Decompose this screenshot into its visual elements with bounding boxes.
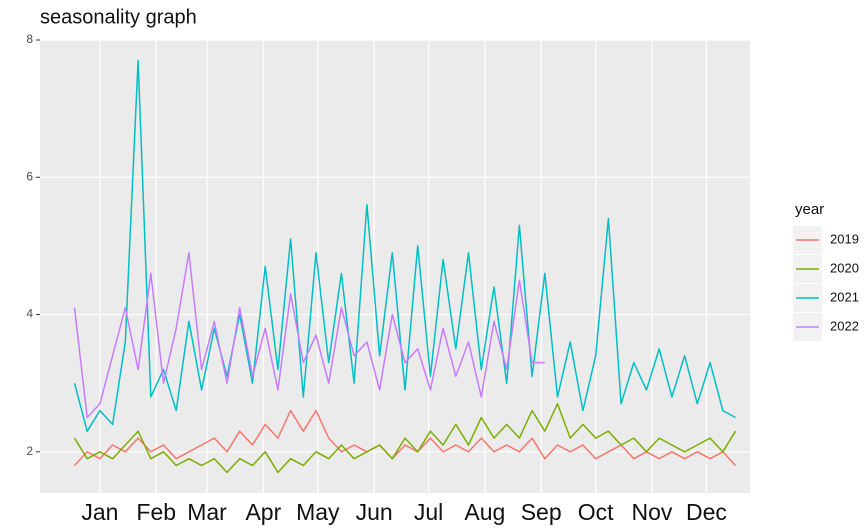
- x-tick-label: Aug: [464, 499, 505, 525]
- legend-label: 2019: [830, 231, 859, 246]
- x-tick-label: Feb: [136, 499, 176, 525]
- x-tick-label: Oct: [578, 499, 614, 525]
- x-tick-label: Nov: [631, 499, 672, 525]
- legend-label: 2021: [830, 289, 859, 304]
- x-tick-label: Dec: [686, 499, 727, 525]
- x-tick-label: Apr: [245, 499, 281, 525]
- x-tick-label: Jun: [356, 499, 393, 525]
- y-tick-label: 2: [26, 444, 33, 458]
- legend-label: 2022: [830, 318, 859, 333]
- x-tick-label: Jul: [414, 499, 443, 525]
- x-tick-label: Jan: [81, 499, 118, 525]
- plot-panel: [40, 40, 750, 493]
- series-line: [73, 252, 545, 419]
- x-tick-label: Mar: [187, 499, 227, 525]
- chart-title: seasonality graph: [40, 6, 197, 28]
- legend-title: year: [795, 201, 824, 218]
- y-tick-label: 6: [26, 169, 33, 183]
- series-line: [73, 403, 737, 474]
- x-tick-label: May: [296, 499, 340, 525]
- series-line: [73, 59, 736, 432]
- x-tick-label: Sep: [521, 499, 562, 525]
- y-tick-label: 4: [26, 307, 33, 321]
- series-line: [73, 409, 737, 467]
- y-tick-label: 8: [26, 32, 33, 46]
- legend-label: 2020: [830, 260, 859, 275]
